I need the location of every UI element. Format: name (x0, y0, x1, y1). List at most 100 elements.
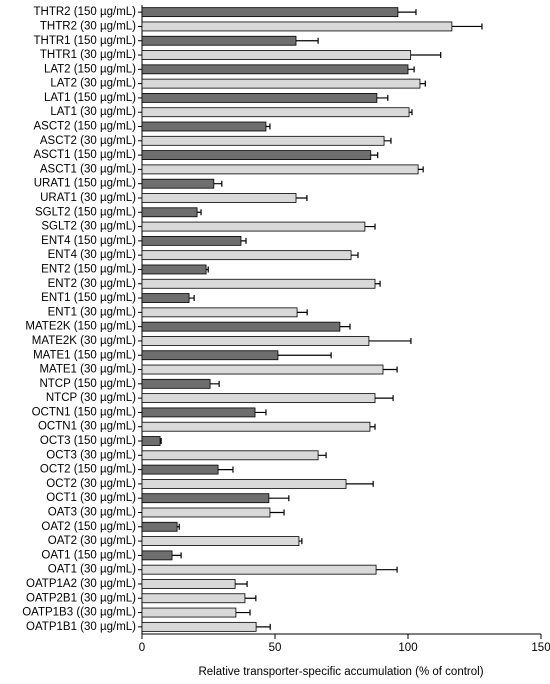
bar (141, 464, 219, 475)
bar (141, 164, 419, 175)
y-tick-label: ASCT1 (30 µg/mL) (40, 163, 136, 175)
y-tick-label: OCT3 (150 µg/mL) (40, 435, 136, 447)
bar (141, 307, 298, 318)
bar (141, 207, 198, 218)
bar (141, 621, 257, 632)
error-bar (368, 337, 412, 344)
y-tick-label: LAT1 (30 µg/mL) (50, 106, 136, 118)
y-tick-label: MATE1 (30 µg/mL) (39, 364, 136, 376)
y-tick-label: OCT1 (30 µg/mL) (46, 492, 136, 504)
x-tick-label: 100 (398, 642, 417, 654)
y-tick-label: MATE1 (150 µg/mL) (33, 349, 136, 361)
bar (141, 407, 256, 418)
error-bar (240, 237, 247, 244)
y-tick-label: ENT4 (150 µg/mL) (41, 235, 136, 247)
y-tick-label: OCTN1 (30 µg/mL) (38, 421, 136, 433)
y-tick-label: OAT1 (30 µg/mL) (48, 564, 136, 576)
bar (141, 336, 370, 346)
error-bar (218, 466, 234, 473)
bar (141, 50, 412, 60)
y-tick-label: ENT1 (150 µg/mL) (41, 292, 136, 304)
y-tick-label: THTR1 (150 µg/mL) (34, 35, 137, 47)
error-bar (418, 166, 424, 173)
error-bar (206, 266, 209, 273)
error-bar (298, 538, 303, 545)
bar (141, 421, 371, 432)
bar (141, 579, 236, 589)
bar (141, 521, 178, 532)
x-tick-label: 50 (269, 642, 282, 654)
error-bar (296, 194, 308, 201)
error-bar (255, 409, 267, 416)
error-bar (375, 280, 381, 287)
error-bar (375, 395, 394, 402)
bar (141, 278, 376, 289)
error-bar (370, 152, 379, 159)
bar (141, 378, 211, 389)
error-bar (351, 252, 359, 259)
y-tick-label: OCT2 (30 µg/mL) (46, 478, 136, 490)
y-tick-label: ASCT2 (30 µg/mL) (40, 135, 136, 147)
error-bar (382, 366, 398, 373)
y-tick-label: THTR2 (30 µg/mL) (40, 20, 136, 32)
x-tick-label: 0 (139, 642, 145, 654)
y-tick-label: LAT1 (150 µg/mL) (44, 92, 136, 104)
y-tick-label: MATE2K (150 µg/mL) (25, 321, 136, 333)
y-tick-label: OCTN1 (150 µg/mL) (32, 406, 137, 418)
error-bar (318, 452, 327, 459)
y-tick-label: SGLT2 (30 µg/mL) (41, 221, 136, 233)
error-bar (172, 552, 182, 559)
y-tick-label: ASCT2 (150 µg/mL) (34, 121, 137, 133)
y-tick-label: OATP1B3 ((30 µg/mL) (22, 607, 136, 619)
bar (141, 393, 376, 404)
error-bar (409, 109, 413, 116)
bar (141, 121, 267, 132)
y-tick-label: ENT2 (150 µg/mL) (41, 263, 136, 275)
y-tick-label: SGLT2 (150 µg/mL) (35, 206, 136, 218)
error-bar (197, 209, 202, 216)
y-tick-label: MATE2K (30 µg/mL) (32, 335, 136, 347)
bar (141, 550, 173, 561)
error-bar (189, 295, 195, 302)
bar (141, 21, 453, 32)
bar (141, 564, 377, 575)
error-bar (408, 66, 415, 73)
error-bar (369, 423, 376, 430)
bar (141, 135, 385, 146)
error-bar (296, 37, 319, 44)
y-tick-label: URAT1 (30 µg/mL) (40, 192, 136, 204)
bar (141, 450, 319, 461)
bar (141, 93, 378, 103)
error-bar (339, 323, 351, 330)
bar (141, 221, 366, 232)
y-tick-label: NTCP (30 µg/mL) (46, 392, 136, 404)
y-tick-label: ASCT1 (150 µg/mL) (34, 149, 137, 161)
y-tick-label: OCT2 (150 µg/mL) (40, 464, 136, 476)
bar (141, 250, 352, 261)
error-bar (376, 94, 389, 101)
error-bar (451, 23, 483, 30)
y-tick-label: OAT2 (30 µg/mL) (48, 535, 136, 547)
error-bar (346, 480, 374, 487)
y-tick-label: OCT3 (30 µg/mL) (46, 449, 136, 461)
error-bar (268, 495, 290, 502)
y-tick-label: ENT1 (30 µg/mL) (48, 306, 137, 318)
bar (141, 536, 300, 546)
bar (141, 364, 384, 375)
y-tick-label: OAT1 (150 µg/mL) (41, 549, 136, 561)
bar (141, 264, 207, 275)
error-bar (235, 580, 248, 587)
y-tick-label: ENT4 (30 µg/mL) (48, 249, 137, 261)
y-tick-label: OATP2B1 (30 µg/mL) (26, 592, 136, 604)
error-bar (397, 9, 417, 16)
bar (141, 64, 409, 75)
y-tick-label: OATP1A2 (30 µg/mL) (26, 578, 136, 590)
y-tick-label: NTCP (150 µg/mL) (39, 378, 136, 390)
bar (141, 436, 161, 446)
error-bar (235, 609, 251, 616)
bar (141, 107, 410, 118)
y-tick-label: THTR1 (30 µg/mL) (40, 49, 136, 61)
y-tick-label: URAT1 (150 µg/mL) (34, 178, 136, 190)
bar (141, 507, 271, 518)
bar (141, 193, 297, 203)
